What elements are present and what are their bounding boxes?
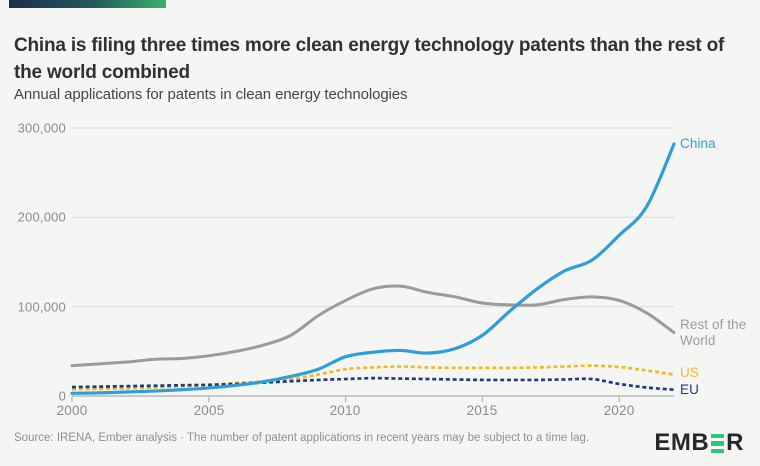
series-label-us: US [680, 365, 699, 380]
ytick-label-100000: 100,000 [17, 299, 66, 315]
series-label-rest-of-world: Rest of the World [680, 317, 747, 348]
xtick-label-2000: 2000 [56, 403, 88, 418]
ember-logo-prefix: EMB [654, 429, 710, 456]
series-label-eu: EU [680, 382, 699, 397]
series-label-china: China [680, 136, 716, 151]
page-subtitle: Annual applications for patents in clean… [14, 86, 408, 103]
xtick-label-2020: 2020 [603, 403, 635, 418]
xtick-label-2015: 2015 [466, 403, 498, 418]
xtick-label-2005: 2005 [193, 403, 225, 418]
page-title: China is filing three times more clean e… [14, 34, 725, 83]
source-text: Source: IRENA, Ember analysis · The numb… [14, 432, 590, 444]
ember-logo[interactable]: EMB R [654, 429, 744, 456]
ember-logo-green-e-icon [711, 433, 725, 454]
ytick-label-300000: 300,000 [17, 120, 66, 136]
brand-gradient-bar [9, 0, 166, 8]
ytick-label-200000: 200,000 [17, 209, 66, 225]
ember-logo-suffix: R [726, 429, 744, 456]
ytick-label-0: 0 [58, 388, 66, 404]
xtick-label-2010: 2010 [329, 403, 361, 418]
